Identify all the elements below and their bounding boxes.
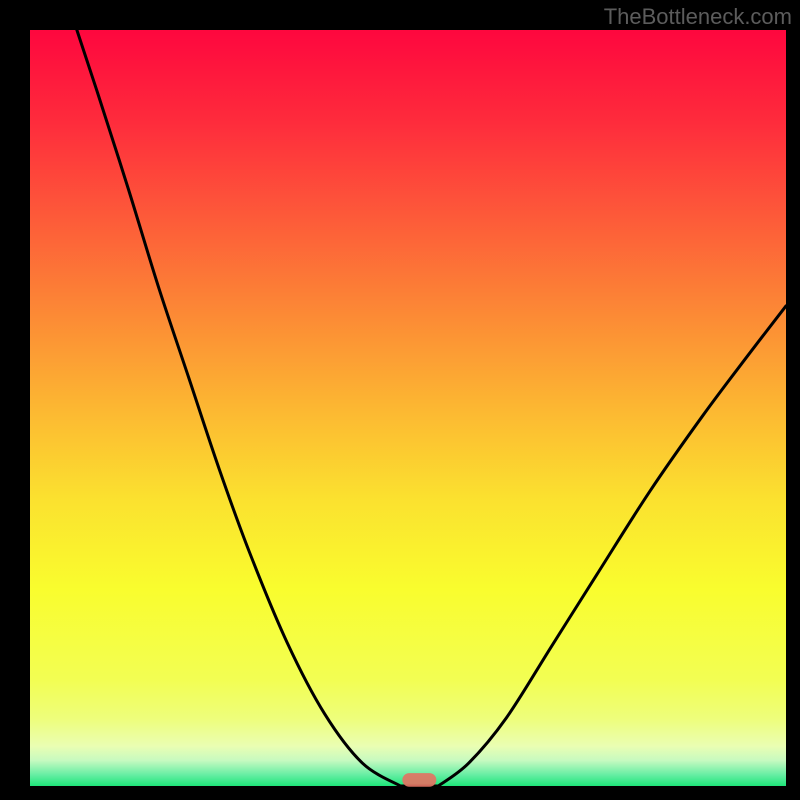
chart-container: TheBottleneck.com bbox=[0, 0, 800, 800]
watermark-text: TheBottleneck.com bbox=[604, 4, 792, 30]
plot-background bbox=[30, 30, 786, 786]
bottleneck-chart bbox=[0, 0, 800, 800]
optimum-marker bbox=[402, 773, 436, 787]
